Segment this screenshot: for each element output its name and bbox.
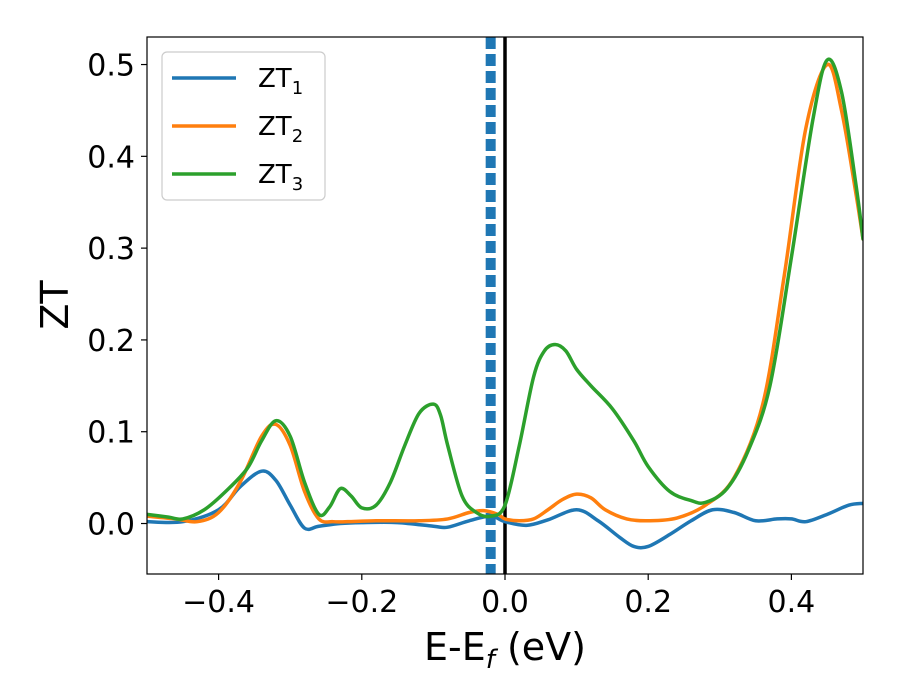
y-tick-label: 0.3 bbox=[87, 232, 135, 267]
x-tick-label: 0.0 bbox=[481, 585, 529, 620]
x-tick-label: −0.2 bbox=[325, 585, 398, 620]
reference-lines bbox=[485, 37, 507, 574]
series-line-zt1 bbox=[147, 469, 863, 550]
x-tick-label: 0.2 bbox=[624, 585, 672, 620]
legend-label-zt1: ZT1 bbox=[258, 64, 303, 99]
y-tick-label: 0.2 bbox=[87, 324, 135, 359]
y-tick-label: 0.0 bbox=[87, 508, 135, 543]
x-axis-ticks: −0.4 −0.2 0.0 0.2 0.4 bbox=[182, 574, 815, 620]
legend: ZT1 ZT2 ZT3 bbox=[161, 51, 326, 201]
series-layer bbox=[147, 57, 863, 550]
x-tick-label: −0.4 bbox=[182, 585, 255, 620]
series-line-zt3 bbox=[147, 57, 863, 522]
y-tick-label: 0.1 bbox=[87, 416, 135, 451]
legend-box bbox=[161, 51, 326, 201]
y-axis-label: ZT bbox=[33, 280, 77, 330]
x-axis-label: E-Ef (eV) bbox=[424, 625, 586, 675]
y-tick-label: 0.4 bbox=[87, 140, 135, 175]
legend-label-zt2: ZT2 bbox=[258, 112, 303, 147]
x-tick-label: 0.4 bbox=[768, 585, 816, 620]
series-line-zt2 bbox=[147, 62, 863, 524]
y-axis-ticks: 0.0 0.1 0.2 0.3 0.4 0.5 bbox=[87, 49, 147, 543]
legend-label-zt3: ZT3 bbox=[258, 160, 303, 195]
y-tick-label: 0.5 bbox=[87, 49, 135, 84]
